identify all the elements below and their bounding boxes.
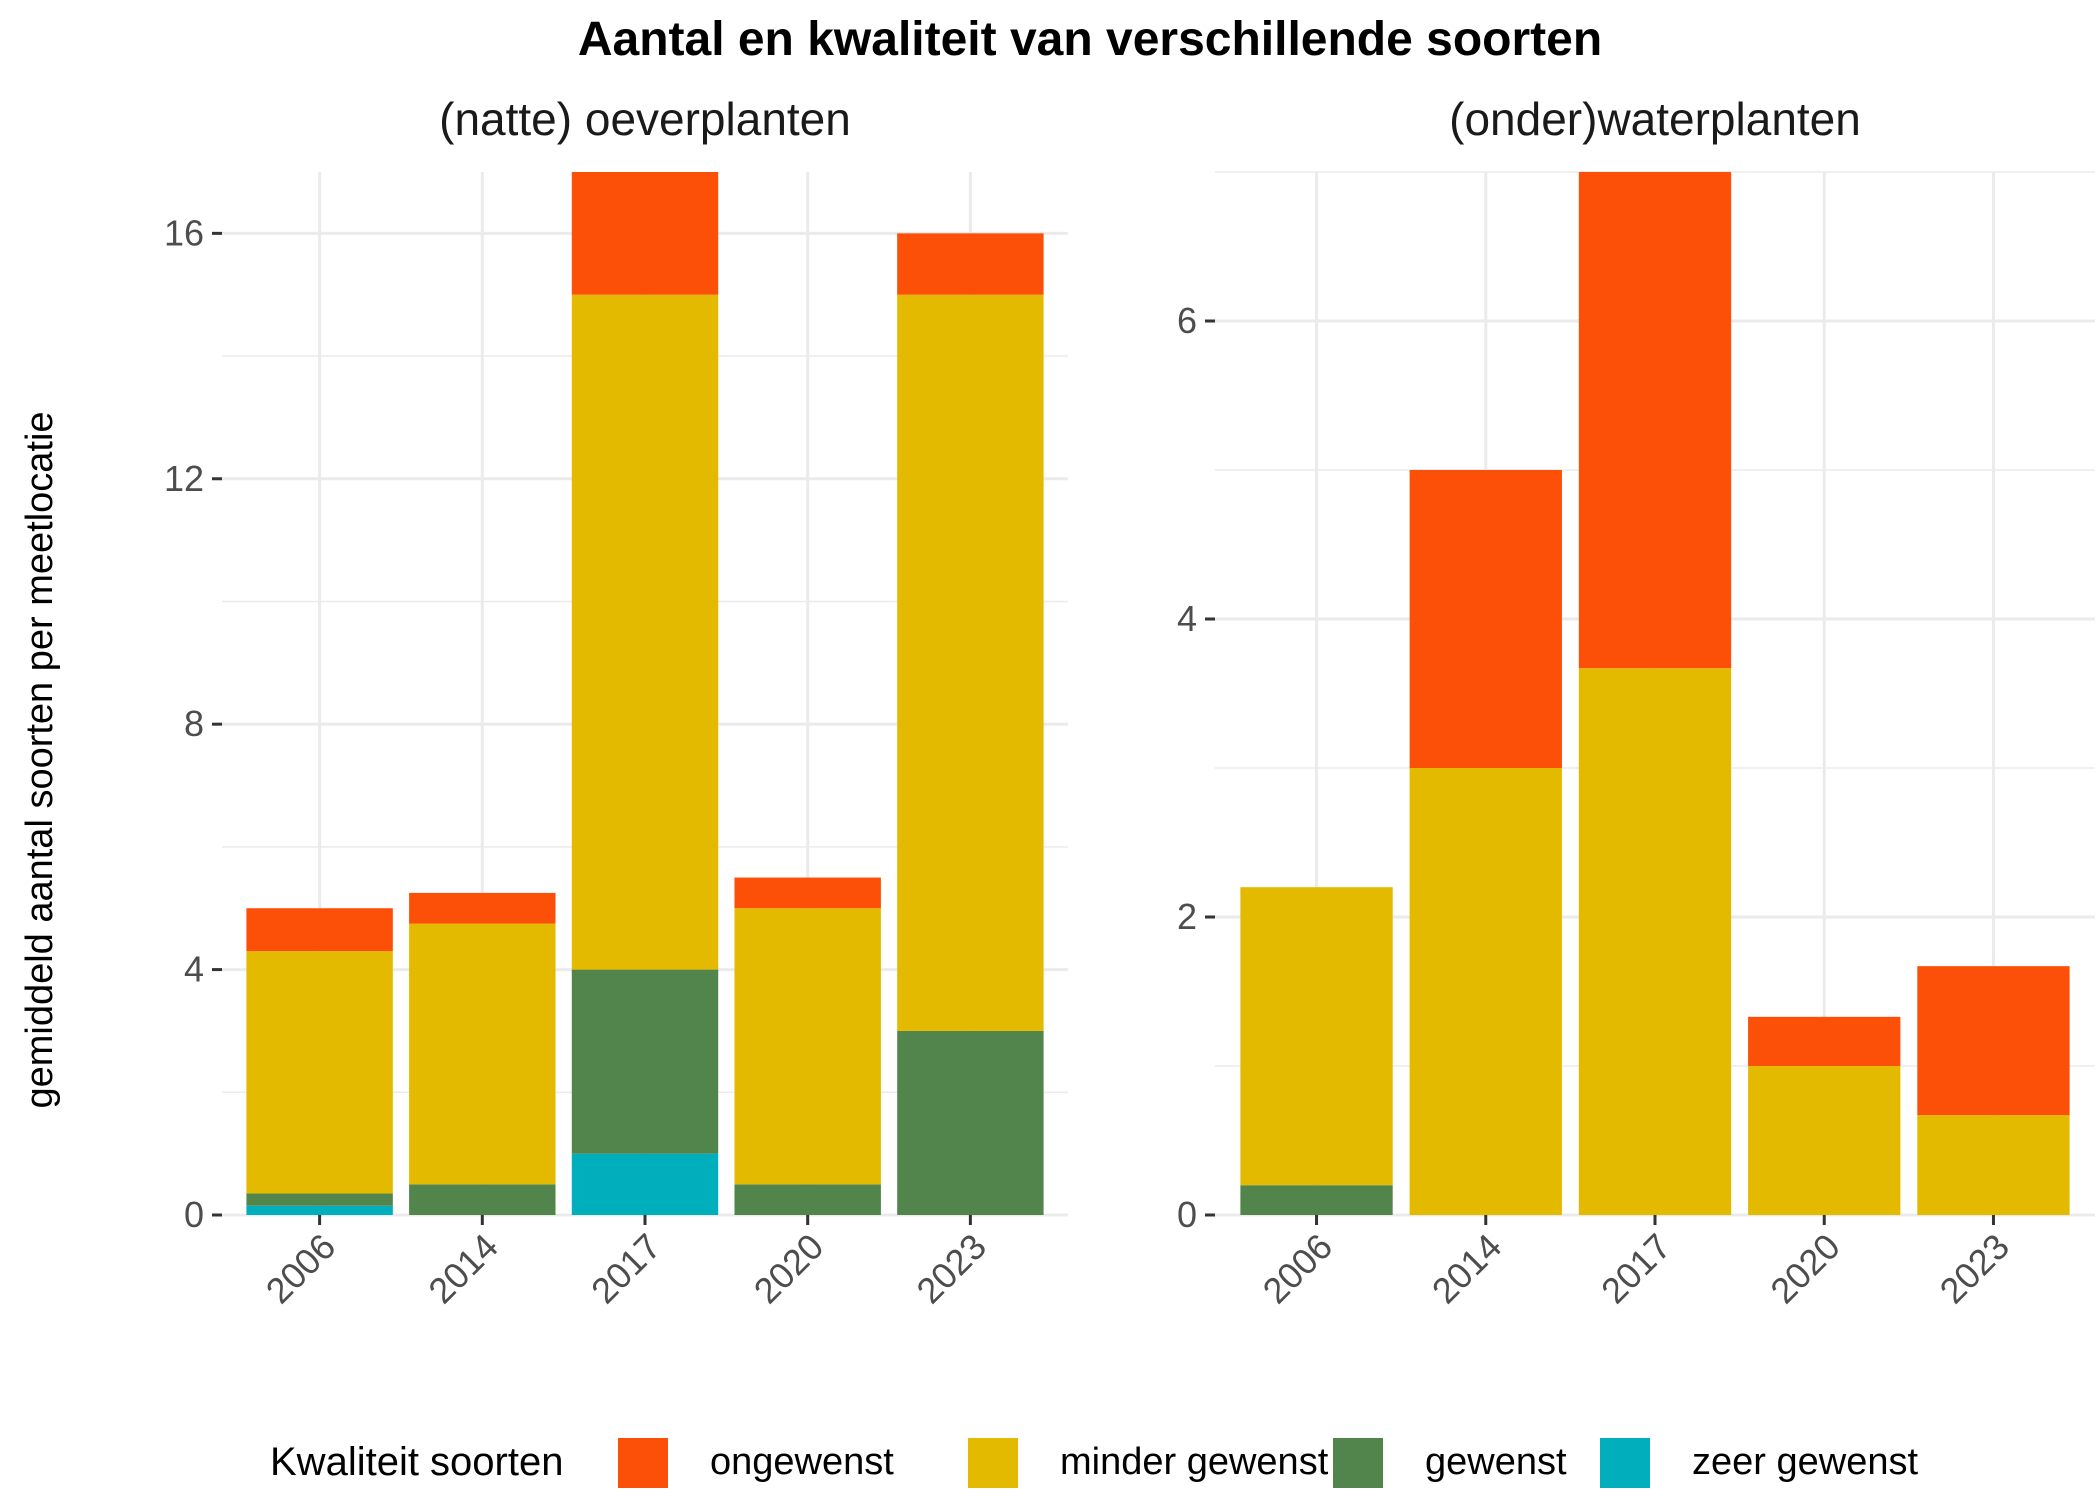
bar-ongewenst-2023 (1917, 966, 2070, 1116)
x-axis: 2006 2014 2017 2020 2023 (258, 1215, 994, 1311)
legend-label-zeer-gewenst: zeer gewenst (1692, 1441, 1918, 1483)
bar-ongewenst-2020 (1748, 1016, 1901, 1066)
x-tick-label: 2023 (908, 1226, 994, 1312)
legend-key-ongewenst (618, 1438, 668, 1488)
legend-label-ongewenst: ongewenst (710, 1441, 894, 1483)
bar-minder-gewenst-2017 (1578, 668, 1732, 1215)
y-axis: 0 4 8 12 16 (164, 212, 222, 1235)
x-axis: 2006 2014 2017 2020 2023 (1255, 1215, 2017, 1312)
y-tick-label: 4 (1177, 598, 1197, 639)
bar-zeer-gewenst-2017 (571, 1153, 719, 1215)
legend-title: Kwaliteit soorten (270, 1440, 563, 1484)
legend: Kwaliteit soorten ongewenst minder gewens… (270, 1438, 1918, 1488)
legend-label-minder-gewenst: minder gewenst (1060, 1441, 1329, 1483)
legend-key-zeer-gewenst (1600, 1438, 1650, 1488)
bar-gewenst-2014 (409, 1184, 556, 1215)
bar-zeer-gewenst-2006 (246, 1205, 393, 1215)
x-tick-label: 2020 (746, 1226, 832, 1312)
bar-ongewenst-2020 (734, 877, 881, 909)
bar-ongewenst-2014 (409, 892, 556, 924)
bar-minder-gewenst-2020 (1748, 1066, 1901, 1215)
bar-ongewenst-2023 (897, 233, 1044, 295)
y-axis-title: gemiddeld aantal soorten per meetlocatie (19, 411, 61, 1108)
x-tick-label: 2020 (1762, 1226, 1848, 1312)
panel-title: (onder)waterplanten (1449, 93, 1861, 145)
y-tick-label: 2 (1177, 896, 1197, 937)
y-tick-label: 12 (164, 458, 204, 499)
legend-label-gewenst: gewenst (1425, 1441, 1567, 1483)
x-tick-label: 2006 (258, 1226, 344, 1312)
bar-minder-gewenst-2023 (897, 294, 1044, 1031)
x-tick-label: 2017 (583, 1226, 669, 1312)
bars (246, 172, 1044, 1215)
bar-ongewenst-2014 (1409, 470, 1562, 768)
bar-gewenst-2006 (246, 1193, 393, 1206)
bars (1240, 172, 2070, 1215)
bar-minder-gewenst-2014 (409, 923, 556, 1185)
bar-gewenst-2006 (1240, 1185, 1393, 1215)
legend-key-gewenst (1333, 1438, 1383, 1488)
bar-gewenst-2017 (571, 969, 719, 1154)
chart-title: Aantal en kwaliteit van verschillende so… (578, 13, 1602, 66)
bar-ongewenst-2006 (246, 908, 393, 952)
bar-minder-gewenst-2023 (1917, 1115, 2070, 1215)
x-tick-label: 2023 (1931, 1226, 2017, 1312)
y-tick-label: 4 (184, 949, 204, 990)
legend-key-minder-gewenst (968, 1438, 1018, 1488)
bar-gewenst-2023 (897, 1030, 1044, 1215)
x-tick-label: 2014 (1424, 1226, 1510, 1312)
x-tick-label: 2014 (420, 1226, 506, 1312)
bar-minder-gewenst-2006 (246, 951, 393, 1194)
bar-minder-gewenst-2006 (1240, 887, 1393, 1186)
bar-minder-gewenst-2020 (734, 908, 881, 1185)
panel-title: (natte) oeverplanten (439, 93, 851, 145)
y-tick-label: 6 (1177, 300, 1197, 341)
bar-ongewenst-2017 (571, 172, 719, 295)
y-tick-label: 16 (164, 212, 204, 253)
x-tick-label: 2006 (1255, 1226, 1341, 1312)
y-axis: 0 2 4 6 (1177, 300, 1215, 1235)
bar-minder-gewenst-2014 (1409, 768, 1562, 1215)
y-tick-label: 8 (184, 703, 204, 744)
y-tick-label: 0 (1177, 1194, 1197, 1235)
y-tick-label: 0 (184, 1194, 204, 1235)
bar-minder-gewenst-2017 (571, 294, 719, 970)
bar-gewenst-2020 (734, 1184, 881, 1215)
bar-ongewenst-2017 (1578, 172, 1732, 669)
x-tick-label: 2017 (1593, 1226, 1679, 1312)
